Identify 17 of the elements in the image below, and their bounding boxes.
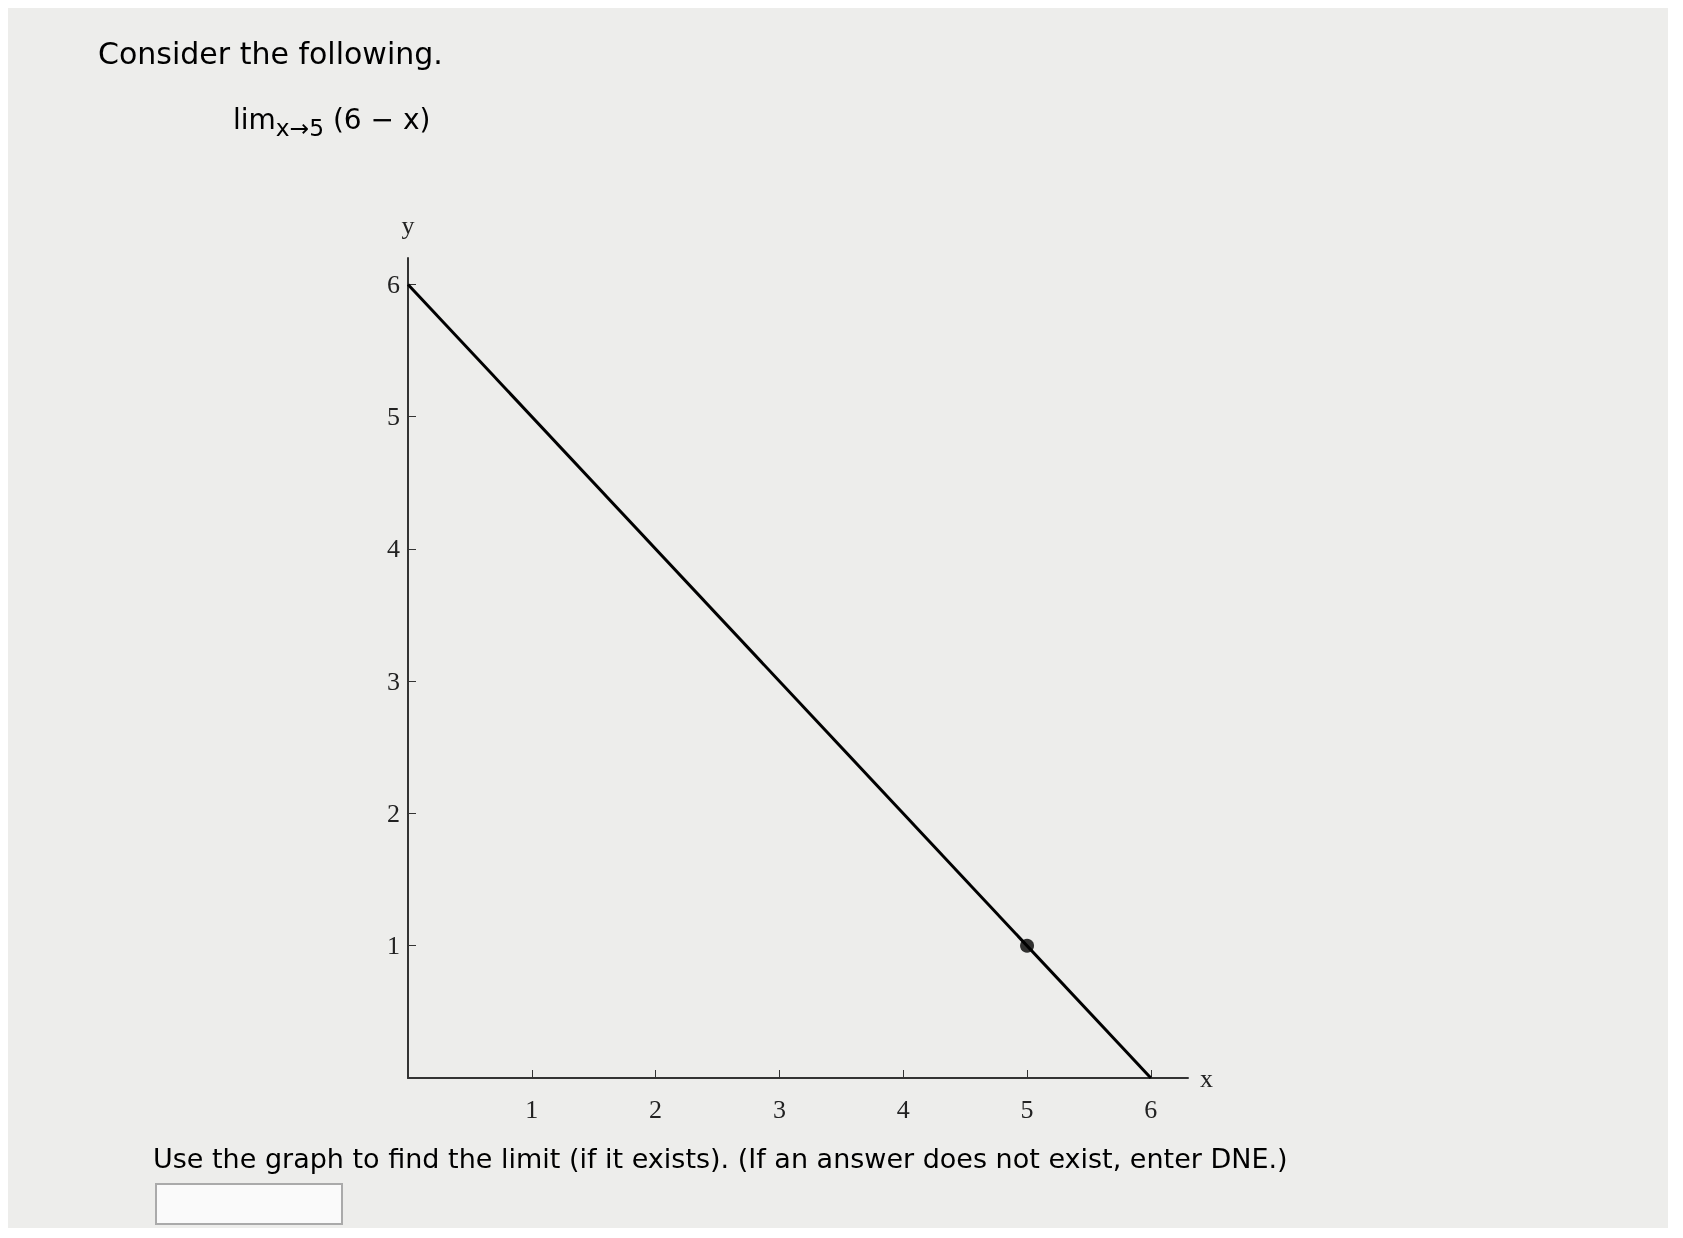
y-tick-label: 2 xyxy=(387,798,400,828)
x-tick-label: 6 xyxy=(1144,1094,1158,1124)
x-tick-label: 3 xyxy=(772,1094,786,1124)
y-axis-title: y xyxy=(401,210,415,240)
y-tick-label: 4 xyxy=(387,534,400,564)
x-tick-label: 5 xyxy=(1020,1094,1034,1124)
x-tick-label: 1 xyxy=(525,1094,539,1124)
x-tick-label: 4 xyxy=(896,1094,910,1124)
y-tick-label: 1 xyxy=(387,931,400,961)
text: Use the graph to find the limit (if it exists). (If an answer does not exist, enter DNE.) xyxy=(153,1143,1288,1174)
y-tick-label: 5 xyxy=(387,402,400,432)
chart-subtitle: lim$_{x→5}$ (6 − x) xyxy=(233,103,431,142)
y-tick-label: 6 xyxy=(387,269,400,299)
x-tick-label: 2 xyxy=(649,1094,663,1124)
chart-title: Consider the following. xyxy=(98,36,443,71)
y-tick-label: 3 xyxy=(387,666,400,696)
x-axis-title: x xyxy=(1200,1063,1213,1093)
